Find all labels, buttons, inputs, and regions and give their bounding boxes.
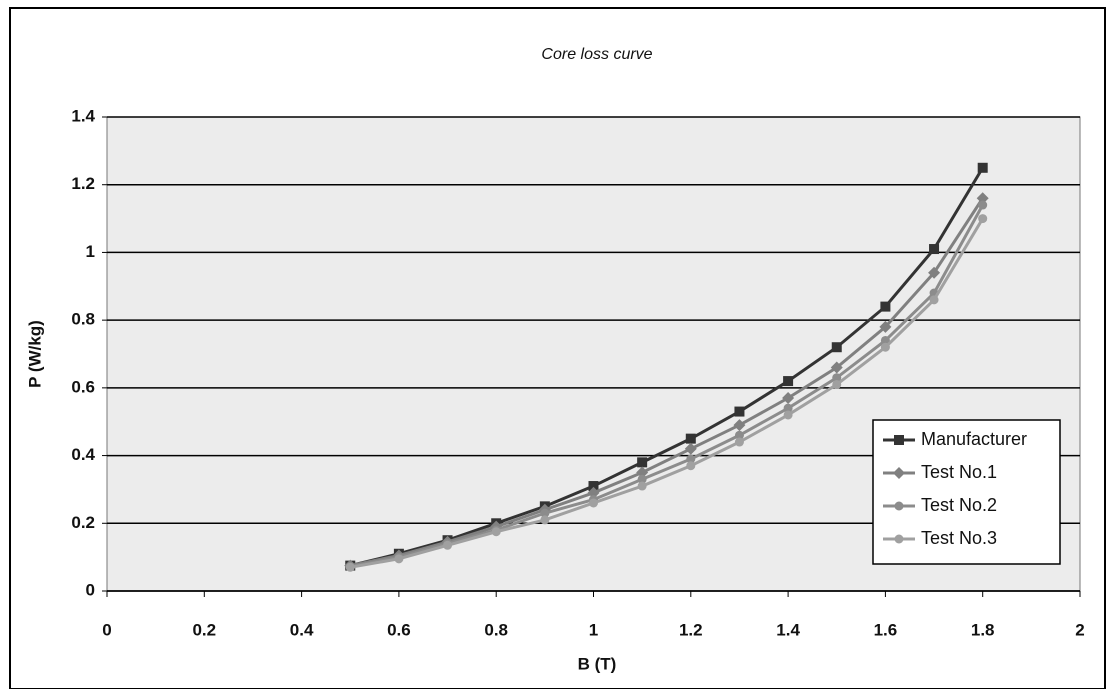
y-tick-label: 1.2 (71, 174, 95, 193)
y-tick-label: 0.2 (71, 513, 95, 532)
marker (830, 361, 843, 374)
marker (589, 498, 598, 508)
x-tick-label: 0 (102, 620, 111, 639)
marker (978, 200, 988, 210)
marker (893, 467, 905, 479)
series-line (349, 167, 984, 568)
series-line (349, 217, 984, 569)
y-axis-label: P (W/kg) (25, 320, 44, 388)
marker (929, 295, 939, 305)
marker (978, 214, 988, 224)
marker (831, 342, 842, 353)
y-tick-label: 0.8 (71, 310, 95, 329)
x-tick-label: 0.4 (290, 620, 314, 639)
marker (686, 454, 696, 464)
series-line (349, 197, 984, 568)
marker (879, 320, 892, 333)
chart-title: Core loss curve (541, 46, 652, 63)
marker (977, 162, 988, 173)
y-tick-label: 1.4 (71, 106, 95, 125)
x-tick-label: 1.4 (776, 620, 800, 639)
x-tick-label: 0.6 (387, 620, 411, 639)
marker (733, 419, 746, 432)
marker (443, 540, 453, 550)
x-tick-label: 0.8 (484, 620, 508, 639)
marker (345, 562, 355, 572)
x-tick-label: 1.6 (874, 620, 898, 639)
marker (734, 430, 744, 440)
marker (636, 466, 649, 479)
marker (880, 335, 890, 345)
marker (928, 266, 941, 279)
marker (832, 373, 842, 383)
marker (880, 342, 890, 352)
marker (832, 379, 842, 389)
x-tick-label: 0.2 (192, 620, 216, 639)
marker (588, 481, 599, 492)
legend: Manufacturer Test No.1 Test No.2 Test No.3 (872, 419, 1061, 565)
marker (783, 410, 793, 420)
y-tick-label: 0.4 (71, 445, 95, 464)
x-tick-label: 2 (1075, 620, 1084, 639)
marker (894, 534, 904, 544)
legend-label: Test No.1 (921, 462, 997, 482)
marker (734, 406, 745, 417)
marker (734, 437, 744, 447)
y-tick-label: 1 (86, 242, 95, 261)
marker (540, 515, 550, 525)
marker (929, 244, 940, 255)
legend-label: Test No.2 (921, 495, 997, 515)
marker (637, 474, 647, 484)
marker (686, 461, 696, 471)
marker (394, 554, 404, 564)
marker (880, 301, 891, 312)
marker (587, 486, 600, 499)
marker (491, 527, 501, 537)
x-axis-label: B (T) (578, 654, 617, 673)
marker (540, 508, 550, 518)
marker (894, 435, 904, 445)
marker (783, 403, 793, 413)
marker (976, 192, 989, 205)
marker (782, 392, 795, 405)
legend-label: Manufacturer (921, 429, 1027, 449)
x-tick-label: 1 (589, 620, 598, 639)
x-tick-label: 1.2 (679, 620, 703, 639)
legend-label: Test No.3 (921, 528, 997, 548)
marker (894, 501, 904, 511)
y-tick-label: 0.6 (71, 377, 95, 396)
x-tick-label: 1.8 (971, 620, 995, 639)
series-line (349, 204, 985, 569)
marker (637, 481, 647, 491)
marker (685, 433, 696, 444)
marker (783, 376, 794, 387)
y-tick-label: 0 (86, 580, 95, 599)
marker (637, 457, 648, 468)
marker (684, 442, 697, 455)
